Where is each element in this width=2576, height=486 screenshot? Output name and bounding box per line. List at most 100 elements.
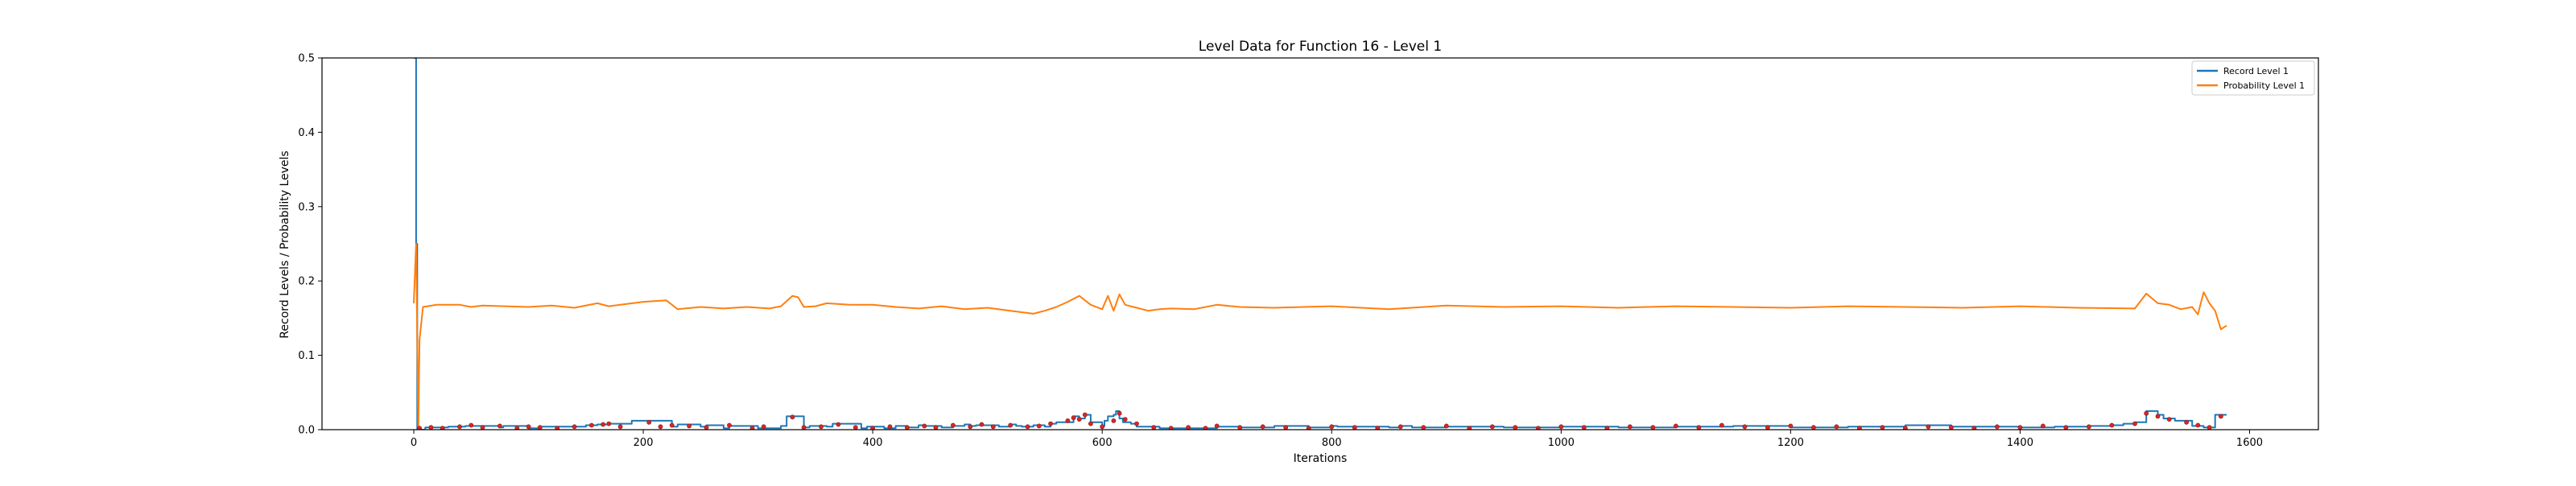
record-point (934, 426, 938, 430)
record-point (905, 426, 909, 430)
record-point (647, 420, 651, 424)
record-point (1330, 425, 1334, 429)
record-point (980, 422, 984, 426)
record-point (2185, 420, 2189, 424)
x-tick-label: 200 (634, 437, 654, 449)
record-point (1651, 426, 1655, 430)
record-point (1187, 426, 1191, 430)
record-point (1490, 425, 1494, 429)
legend: Record Level 1 Probability Level 1 (2192, 61, 2314, 95)
record-point (1112, 418, 1116, 422)
record-point (1743, 425, 1747, 429)
x-tick-label: 400 (863, 437, 883, 449)
record-point (2087, 425, 2091, 429)
record-point (727, 423, 731, 427)
record-point (457, 425, 461, 429)
record-point (687, 424, 691, 428)
record-point (2018, 426, 2022, 430)
record-point (1880, 426, 1885, 430)
record-point (762, 425, 766, 429)
y-tick-label: 0.0 (298, 425, 315, 437)
record-point (1352, 426, 1356, 430)
y-tick-label: 0.4 (298, 127, 315, 139)
record-point (1083, 413, 1087, 417)
record-point (1071, 416, 1075, 420)
record-point (1037, 424, 1041, 428)
record-point (1066, 418, 1070, 422)
y-tick-label: 0.2 (298, 276, 315, 288)
record-point (2041, 424, 2045, 428)
record-point (1995, 425, 1999, 429)
record-point (1284, 426, 1288, 430)
record-point (923, 424, 927, 428)
y-tick-label: 0.5 (298, 53, 315, 65)
chart-title: Level Data for Function 16 - Level 1 (1199, 39, 1442, 55)
record-point (618, 425, 622, 429)
record-point (2064, 426, 2068, 430)
record-point (589, 423, 593, 427)
record-point (791, 415, 795, 419)
y-tick-label: 0.1 (298, 350, 315, 362)
x-tick-label: 1600 (2236, 437, 2263, 449)
record-point (670, 423, 674, 427)
record-point (704, 426, 708, 430)
record-point (1009, 423, 1013, 427)
record-point (1117, 411, 1121, 415)
legend-label-probability: Probability Level 1 (2223, 80, 2305, 91)
record-point (1513, 426, 1517, 430)
record-point (658, 425, 663, 429)
x-tick-label: 600 (1092, 437, 1113, 449)
record-point (1049, 422, 1053, 426)
record-point (1949, 426, 1953, 430)
record-point (888, 425, 892, 429)
record-point (601, 422, 605, 426)
record-point (1835, 425, 1839, 429)
record-point (1152, 426, 1156, 430)
record-point (1077, 418, 1081, 422)
x-tick-label: 1200 (1777, 437, 1804, 449)
legend-label-record: Record Level 1 (2223, 66, 2289, 76)
record-point (1398, 425, 1402, 429)
x-tick-label: 1000 (1548, 437, 1575, 449)
record-point (1261, 425, 1265, 429)
record-point (853, 426, 857, 430)
record-point (429, 426, 433, 430)
record-point (1674, 424, 1678, 428)
record-point (1559, 425, 1563, 429)
x-axis-label: Iterations (1294, 452, 1348, 465)
record-point (1134, 422, 1138, 426)
record-point (1422, 426, 1426, 430)
record-point (481, 426, 485, 430)
record-point (497, 424, 502, 428)
record-point (1789, 424, 1793, 428)
record-point (2145, 411, 2149, 415)
record-point (1026, 425, 1030, 429)
record-point (526, 425, 530, 429)
record-point (836, 422, 840, 426)
record-point (968, 425, 972, 429)
x-tick-label: 800 (1322, 437, 1342, 449)
record-point (1765, 426, 1769, 430)
record-point (1444, 424, 1448, 428)
record-point (2219, 414, 2223, 418)
record-point (607, 422, 611, 426)
record-point (1215, 424, 1219, 428)
record-point (2110, 423, 2114, 427)
record-point (469, 423, 473, 427)
record-point (1628, 425, 1632, 429)
y-tick-label: 0.3 (298, 201, 315, 213)
record-point (1811, 426, 1815, 430)
x-tick-label: 0 (411, 437, 417, 449)
record-point (538, 426, 542, 430)
record-point (1582, 426, 1586, 430)
record-point (1100, 425, 1104, 429)
record-point (572, 425, 576, 429)
record-point (951, 423, 955, 427)
record-point (1123, 418, 1127, 422)
record-point (802, 426, 806, 430)
y-axis-label: Record Levels / Probability Levels (279, 150, 291, 338)
record-point (2132, 422, 2136, 426)
